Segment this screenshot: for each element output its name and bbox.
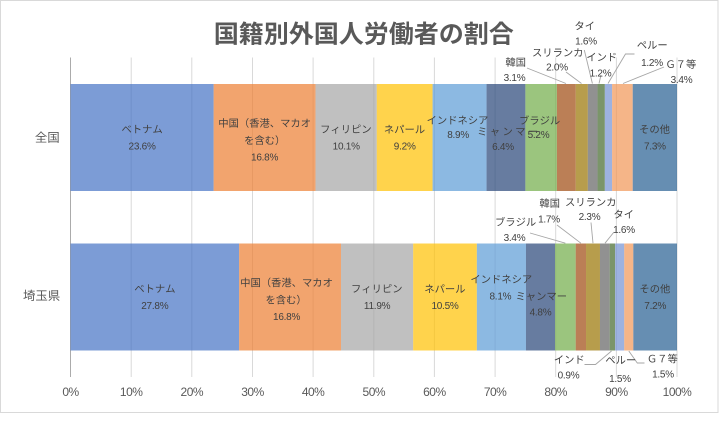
svg-text:23.6%: 23.6% — [129, 142, 156, 153]
svg-text:80%: 80% — [544, 385, 567, 399]
svg-text:20%: 20% — [181, 385, 204, 399]
svg-text:27.8%: 27.8% — [141, 301, 168, 312]
svg-text:1.5%: 1.5% — [652, 370, 674, 381]
svg-text:1.7%: 1.7% — [538, 215, 560, 226]
svg-text:60%: 60% — [423, 385, 446, 399]
svg-text:2.3%: 2.3% — [579, 212, 601, 223]
svg-text:90%: 90% — [605, 385, 628, 399]
svg-text:0.9%: 0.9% — [558, 371, 580, 382]
svg-text:4.8%: 4.8% — [530, 308, 552, 319]
svg-text:7.3%: 7.3% — [644, 142, 666, 153]
svg-text:6.4%: 6.4% — [492, 142, 514, 153]
svg-text:8.9%: 8.9% — [447, 130, 469, 141]
svg-text:1.2%: 1.2% — [590, 68, 612, 79]
svg-text:100%: 100% — [663, 385, 693, 399]
svg-text:11.9%: 11.9% — [364, 301, 391, 312]
svg-text:40%: 40% — [302, 385, 325, 399]
svg-text:9.2%: 9.2% — [394, 142, 416, 153]
svg-text:10.5%: 10.5% — [431, 301, 458, 312]
svg-text:1.2%: 1.2% — [641, 58, 663, 69]
svg-text:0%: 0% — [62, 385, 79, 399]
svg-text:3.1%: 3.1% — [504, 73, 526, 84]
svg-text:50%: 50% — [363, 385, 386, 399]
svg-text:30%: 30% — [241, 385, 264, 399]
svg-text:3.4%: 3.4% — [671, 75, 693, 86]
svg-text:16.8%: 16.8% — [273, 312, 300, 323]
svg-text:2.0%: 2.0% — [546, 63, 568, 74]
svg-text:70%: 70% — [484, 385, 507, 399]
svg-text:10.1%: 10.1% — [333, 142, 360, 153]
svg-text:5.2%: 5.2% — [528, 130, 550, 141]
svg-text:1.5%: 1.5% — [609, 374, 631, 385]
svg-text:16.8%: 16.8% — [251, 153, 278, 164]
svg-text:10%: 10% — [120, 385, 143, 399]
svg-text:3.4%: 3.4% — [504, 233, 526, 244]
svg-text:7.2%: 7.2% — [644, 301, 666, 312]
svg-text:1.6%: 1.6% — [613, 225, 635, 236]
svg-text:1.6%: 1.6% — [575, 37, 597, 48]
svg-text:8.1%: 8.1% — [490, 292, 512, 303]
